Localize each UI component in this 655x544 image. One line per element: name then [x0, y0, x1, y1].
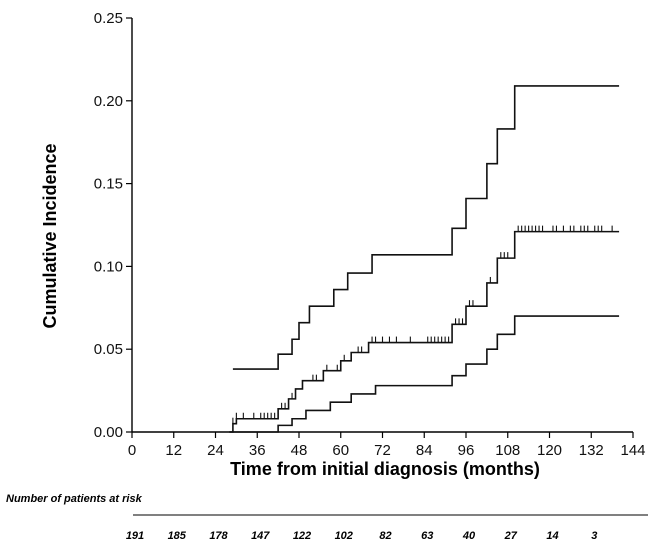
y-tick-label: 0.15 [94, 176, 123, 193]
x-tick-label: 120 [537, 442, 562, 459]
x-tick-label: 84 [416, 442, 433, 459]
risk-count: 102 [335, 530, 353, 542]
risk-count: 14 [546, 530, 558, 542]
x-tick-label: 108 [495, 442, 520, 459]
x-tick-label: 0 [128, 442, 136, 459]
risk-count: 122 [293, 530, 311, 542]
x-tick-label: 48 [291, 442, 308, 459]
x-tick-label: 24 [207, 442, 224, 459]
x-tick-label: 36 [249, 442, 266, 459]
risk-count: 82 [379, 530, 391, 542]
risk-count: 63 [421, 530, 433, 542]
series-line-2 [229, 230, 620, 433]
y-tick-label: 0.05 [94, 341, 123, 358]
x-tick-label: 144 [620, 442, 645, 459]
axes: 0.00 0.05 0.10 0.15 0.20 0.25 0 12 24 36 48 60 72 84 9… [94, 10, 646, 459]
series-line-3 [229, 315, 620, 433]
x-tick-label: 132 [579, 442, 604, 459]
x-tick-label: 96 [458, 442, 475, 459]
risk-count: 147 [251, 530, 270, 542]
risk-count: 40 [462, 530, 476, 542]
risk-table: 191 185 178 147 122 102 82 63 40 27 14 3 [126, 514, 648, 542]
x-tick-label: 12 [165, 442, 182, 459]
series-line-1 [232, 85, 620, 370]
x-tick-label: 72 [374, 442, 391, 459]
risk-count: 27 [504, 530, 518, 542]
risk-table-title: Number of patients at risk [6, 493, 143, 505]
y-tick-label: 0.10 [94, 258, 123, 275]
x-axis-title: Time from initial diagnosis (months) [230, 459, 540, 479]
series-layer [229, 85, 620, 433]
y-tick-label: 0.00 [94, 424, 123, 441]
y-tick-label: 0.20 [94, 93, 123, 110]
y-axis-title: Cumulative Incidence [40, 143, 60, 328]
risk-count: 191 [126, 530, 144, 542]
x-tick-label: 60 [332, 442, 349, 459]
y-tick-label: 0.25 [94, 10, 123, 27]
risk-count: 178 [209, 530, 228, 542]
risk-count: 185 [168, 530, 187, 542]
risk-count: 3 [591, 530, 597, 542]
